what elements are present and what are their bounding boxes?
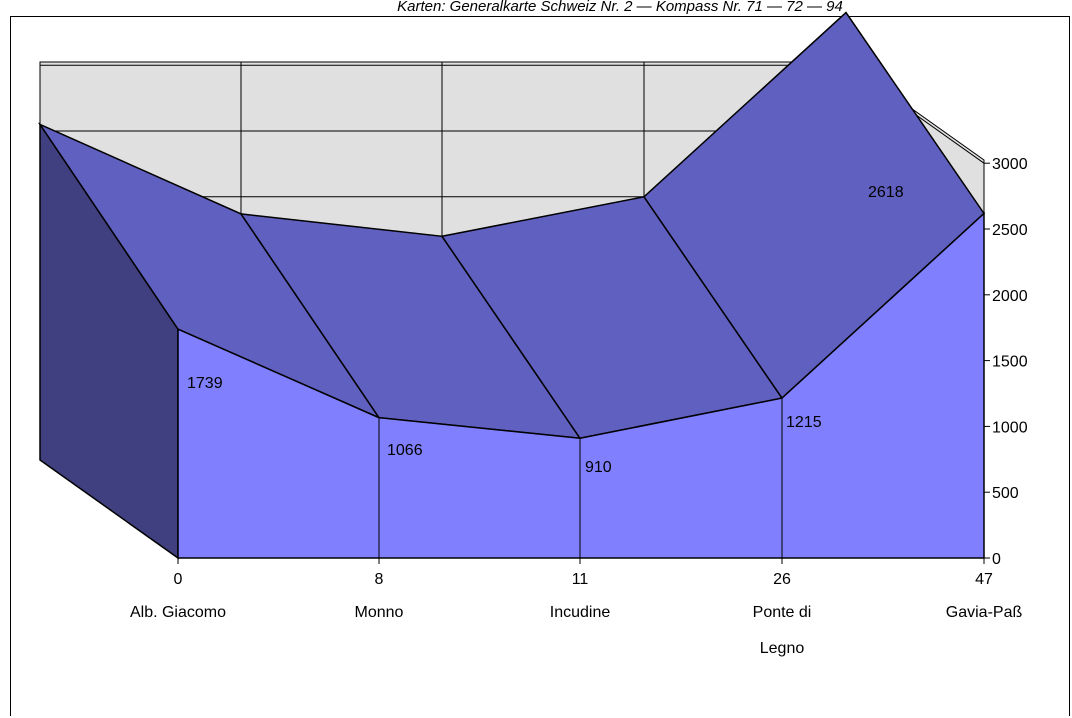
y-tick-label: 2000: [992, 288, 1028, 305]
chart-title: Karten: Generalkarte Schweiz Nr. 2 — Kom…: [397, 0, 843, 15]
category-label: Alb. Giacomo: [130, 604, 226, 621]
x-tick-label: 26: [773, 571, 791, 588]
y-tick-label: 0: [992, 551, 1001, 568]
category-label: Incudine: [550, 604, 611, 621]
data-label: 2618: [868, 184, 904, 201]
category-label: Monno: [355, 604, 404, 621]
x-tick-label: 8: [375, 571, 384, 588]
category-label: Gavia-Paß: [946, 604, 1023, 621]
y-tick-label: 1000: [992, 419, 1028, 436]
x-tick-label: 11: [572, 571, 589, 588]
chart-frame: [10, 16, 1070, 716]
y-tick-label: 2500: [992, 222, 1028, 239]
data-label: 1739: [187, 375, 223, 392]
data-label: 1215: [786, 414, 822, 431]
y-tick-label: 3000: [992, 156, 1028, 173]
x-tick-label: 47: [975, 571, 993, 588]
data-label: 1066: [387, 442, 423, 459]
category-label: Legno: [760, 640, 805, 657]
y-tick-label: 1500: [992, 354, 1028, 371]
category-label: Ponte di: [753, 604, 812, 621]
y-tick-label: 500: [992, 485, 1019, 502]
data-label: 910: [585, 459, 612, 476]
x-tick-label: 0: [174, 571, 183, 588]
